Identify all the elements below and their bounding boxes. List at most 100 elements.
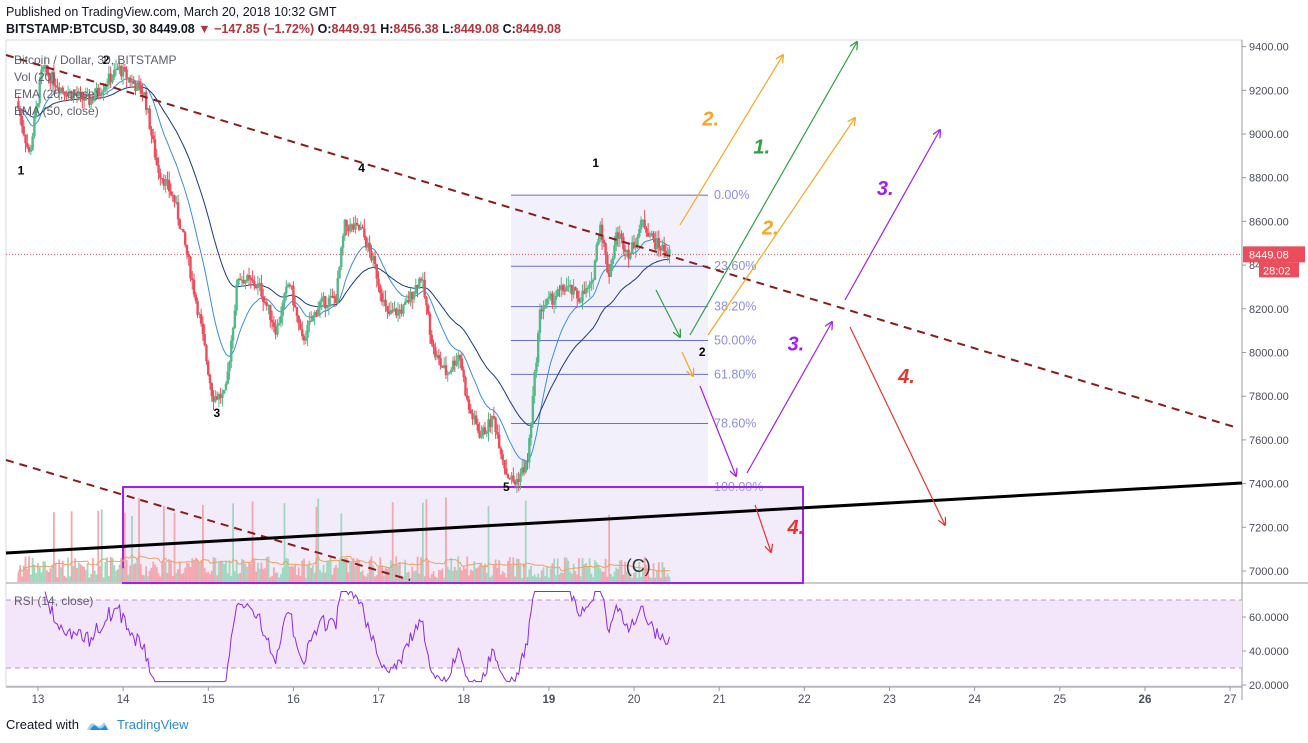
y-tick-label: 8600.00: [1249, 216, 1289, 228]
candle-body: [492, 416, 496, 418]
candle-body: [31, 136, 34, 151]
volume-bar: [329, 556, 332, 582]
volume-bar: [540, 570, 543, 582]
volume-bar: [398, 561, 401, 582]
volume-bar: [164, 561, 167, 582]
volume-bar: [21, 576, 23, 582]
candle-body: [489, 419, 492, 428]
candle-body: [650, 233, 653, 236]
candle-body: [450, 369, 453, 373]
volume-bar: [629, 573, 632, 582]
candle-body: [631, 242, 634, 254]
tradingview-brand-link[interactable]: TradingView: [116, 717, 189, 732]
volume-bar: [264, 568, 266, 582]
volume-bar: [425, 499, 428, 582]
candle-body: [384, 299, 387, 306]
candle-body: [412, 293, 416, 300]
volume-bar: [622, 574, 625, 582]
volume-bar: [620, 559, 623, 582]
volume-bar: [599, 568, 602, 582]
volume-bar: [177, 569, 179, 582]
volume-bar: [292, 566, 295, 582]
volume-bar: [152, 561, 155, 582]
volume-bar: [237, 574, 240, 582]
high-value: 8456.38: [393, 22, 439, 36]
volume-bar: [157, 573, 160, 582]
volume-bar: [301, 560, 304, 582]
volume-bar: [586, 566, 589, 582]
volume-bar: [186, 562, 188, 582]
volume-bar: [391, 502, 394, 582]
candle-body: [267, 304, 270, 307]
candle-body: [352, 224, 355, 230]
volume-bar: [342, 560, 344, 582]
candle-body: [565, 287, 568, 292]
candle-body: [437, 355, 441, 359]
candle-body: [102, 90, 105, 93]
volume-bar: [437, 570, 440, 582]
volume-bar: [333, 567, 336, 582]
candle-body: [315, 312, 318, 316]
scenario-label: 1.: [753, 137, 770, 159]
volume-bar: [207, 571, 210, 582]
volume-bar: [665, 576, 667, 582]
volume-bar: [194, 557, 197, 582]
candle-body: [641, 219, 645, 221]
candle-body: [155, 157, 158, 165]
volume-bar: [636, 577, 639, 582]
volume-bar: [67, 557, 69, 582]
orange-projection-arrow: [707, 118, 855, 336]
volume-bar: [469, 569, 472, 582]
symbol-ohlc-line: BITSTAMP:BTCUSD, 30 8449.08 ▼ −147.85 (−…: [6, 21, 561, 37]
volume-bar: [61, 560, 64, 582]
candle-body: [182, 229, 185, 233]
volume-bar: [414, 570, 417, 582]
candle-body: [375, 264, 378, 279]
tradingview-logo-icon[interactable]: [85, 718, 111, 732]
candle-body: [159, 172, 162, 178]
candle-body: [379, 285, 382, 294]
candle-body: [583, 290, 586, 294]
volume-bar: [70, 511, 73, 582]
candle-body: [632, 242, 636, 248]
volume-bar: [52, 512, 55, 582]
volume-bar: [434, 576, 437, 582]
volume-bar: [482, 566, 485, 582]
candle-body: [421, 279, 425, 281]
candle-body: [205, 345, 208, 362]
volume-bar: [232, 503, 234, 582]
candle-body: [215, 396, 219, 400]
volume-bar: [77, 562, 80, 582]
volume-bar: [228, 560, 231, 582]
candle-body: [545, 298, 549, 305]
ascending-support-line: [5, 481, 1243, 555]
volume-bar: [256, 562, 259, 582]
descending-trendline-upper: [5, 54, 1239, 429]
volume-bar: [510, 565, 513, 582]
volume-bar: [515, 558, 518, 582]
volume-bar: [107, 576, 110, 582]
volume-bar: [491, 575, 493, 582]
candle-body: [192, 280, 196, 295]
volume-bar: [154, 564, 156, 582]
volume-bar: [45, 570, 48, 582]
candle-body: [332, 296, 336, 299]
volume-bar: [461, 570, 463, 582]
volume-bar: [374, 576, 376, 582]
candle-body: [393, 308, 396, 312]
candle-body: [54, 85, 57, 87]
volume-bar: [44, 561, 46, 582]
candle-body: [189, 257, 192, 279]
candle-body: [373, 256, 377, 265]
candle-body: [150, 128, 153, 136]
candle-body: [317, 308, 320, 316]
volume-bar: [523, 563, 525, 582]
candle-body: [254, 286, 258, 289]
candle-body: [208, 374, 212, 384]
volume-bar: [476, 567, 479, 582]
candle-body: [654, 238, 657, 250]
x-tick-label: 25: [1053, 694, 1066, 706]
candle-body: [591, 279, 595, 282]
volume-bar: [466, 556, 469, 582]
